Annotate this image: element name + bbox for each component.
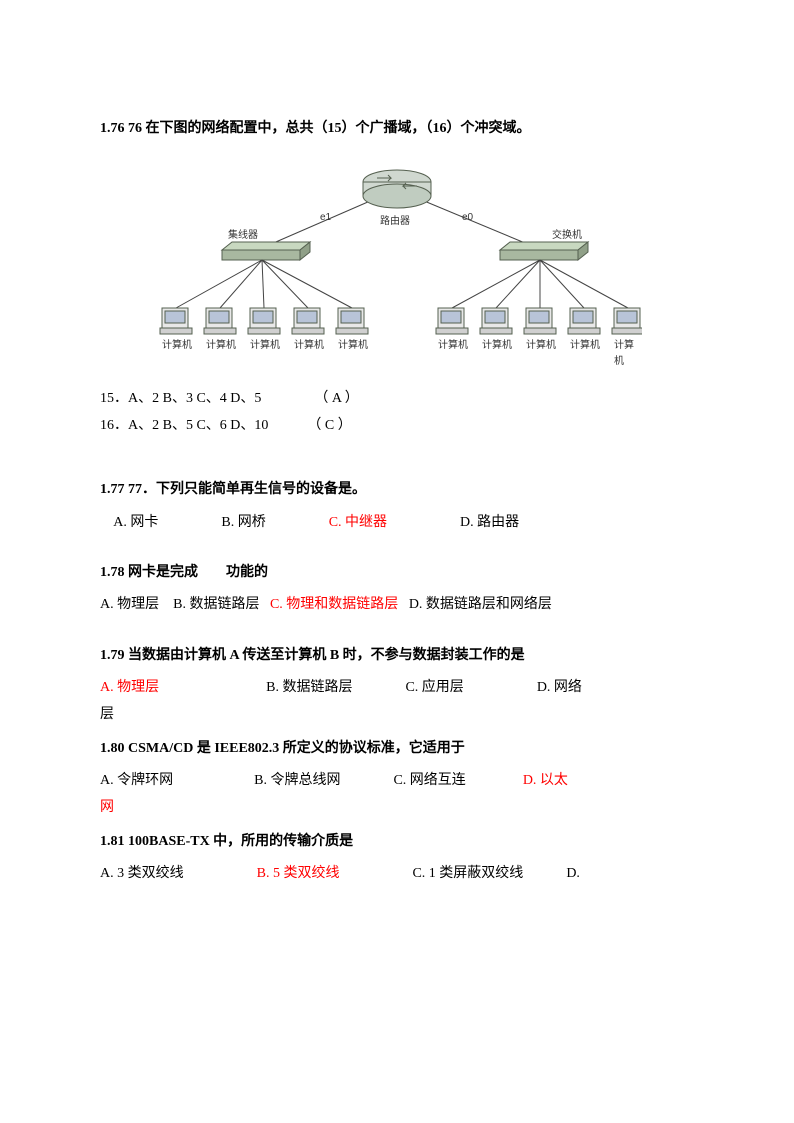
q76-ans16-text: 16．A、2 B、5 C、6 D、10	[100, 418, 268, 433]
label-pc: 计算机	[338, 338, 368, 354]
q76-ans15-text: 15．A、2 B、3 C、4 D、5	[100, 391, 261, 406]
label-pc: 计算机	[570, 338, 600, 354]
label-e1: e1	[320, 210, 331, 226]
label-switch: 交换机	[552, 228, 582, 244]
q81-c: C. 1 类屏蔽双绞线	[412, 866, 523, 881]
q81-title: 1.81 100BASE-TX 中，所用的传输介质是	[100, 831, 694, 853]
q78-title: 1.78 网卡是完成 功能的	[100, 562, 694, 584]
q77-c: C. 中继器	[329, 515, 387, 530]
q76-ans16: 16．A、2 B、5 C、6 D、10 （ C ）	[100, 415, 694, 437]
q77-a: A. 网卡	[113, 515, 158, 530]
q79-c: C. 应用层	[405, 680, 463, 695]
label-pc: 计算机	[162, 338, 192, 354]
q78-b: B. 数据链路层	[173, 597, 259, 612]
q77-title: 1.77 77．下列只能简单再生信号的设备是。	[100, 479, 694, 501]
q81-a: A. 3 类双绞线	[100, 866, 184, 881]
q76-ans15-paren: （ A ）	[314, 391, 358, 406]
q80-d: D. 以太	[523, 773, 568, 788]
label-pc: 计算机	[294, 338, 324, 354]
label-e0: e0	[462, 210, 473, 226]
q80-d2: 网	[100, 797, 694, 819]
q77-answers: A. 网卡 B. 网桥 C. 中继器 D. 路由器	[100, 512, 694, 534]
q81-b: B. 5 类双绞线	[257, 866, 340, 881]
q79-d2: 层	[100, 704, 694, 726]
q78-answers: A. 物理层 B. 数据链路层 C. 物理和数据链路层 D. 数据链路层和网络层	[100, 594, 694, 616]
label-hub: 集线器	[228, 228, 258, 244]
q76-ans15: 15．A、2 B、3 C、4 D、5 （ A ）	[100, 388, 694, 410]
q80-a: A. 令牌环网	[100, 773, 173, 788]
label-pc: 计算机	[250, 338, 280, 354]
q76-title: 1.76 76 在下图的网络配置中，总共（15）个广播域，（16）个冲突域。	[100, 118, 694, 140]
q80-answers: A. 令牌环网 B. 令牌总线网 C. 网络互连 D. 以太	[100, 770, 694, 792]
q79-b: B. 数据链路层	[266, 680, 352, 695]
q80-title: 1.80 CSMA/CD 是 IEEE802.3 所定义的协议标准，它适用于	[100, 738, 694, 760]
q80-c: C. 网络互连	[393, 773, 465, 788]
q81-d: D.	[566, 866, 580, 881]
label-pc: 计算机	[526, 338, 556, 354]
q77-b: B. 网桥	[221, 515, 265, 530]
label-pc: 计算机	[206, 338, 236, 354]
q79-title: 1.79 当数据由计算机 A 传送至计算机 B 时，不参与数据封装工作的是	[100, 645, 694, 667]
label-router: 路由器	[380, 214, 410, 230]
q79-answers: A. 物理层 B. 数据链路层 C. 应用层 D. 网络	[100, 677, 694, 699]
q77-d: D. 路由器	[460, 515, 519, 530]
label-pc: 计算机	[482, 338, 512, 354]
label-pc: 计算机	[438, 338, 468, 354]
q79-d: D. 网络	[537, 680, 582, 695]
q78-a: A. 物理层	[100, 597, 159, 612]
q79-a: A. 物理层	[100, 680, 159, 695]
q76-ans16-paren: （ C ）	[307, 418, 351, 433]
network-diagram: e1 e0 路由器 集线器 交换机 计算机 计算机 计算机 计算机 计算机 计算…	[152, 158, 642, 374]
label-pc: 计算机	[614, 338, 642, 370]
q81-answers: A. 3 类双绞线 B. 5 类双绞线 C. 1 类屏蔽双绞线 D.	[100, 863, 694, 885]
q78-c: C. 物理和数据链路层	[270, 597, 398, 612]
q80-b: B. 令牌总线网	[254, 773, 340, 788]
q78-d: D. 数据链路层和网络层	[409, 597, 552, 612]
